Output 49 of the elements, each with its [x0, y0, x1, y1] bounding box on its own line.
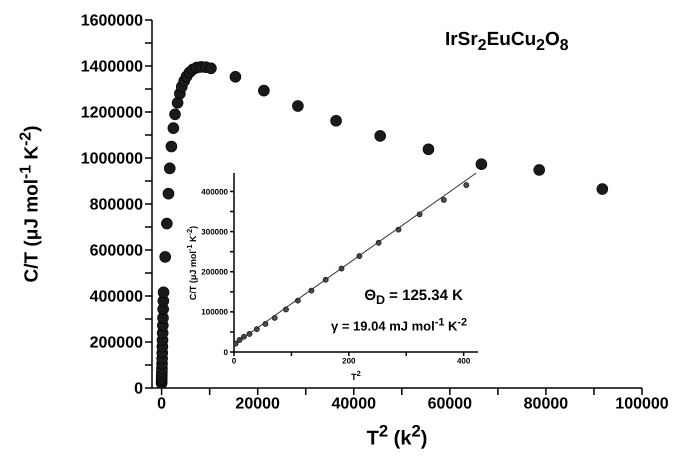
point	[161, 218, 173, 230]
x-axis-title: T$^{2}$ (k$^{2}$)	[366, 422, 428, 450]
point	[172, 97, 184, 109]
point	[596, 183, 608, 195]
y-tick-label: 600000	[90, 242, 144, 260]
y-tick-label: 1000000	[80, 150, 144, 168]
y-tick-label: 1400000	[80, 58, 144, 76]
y-tick-label: 300000	[201, 227, 229, 236]
point	[258, 84, 270, 96]
point	[205, 62, 217, 74]
point	[374, 130, 386, 142]
point	[230, 71, 242, 83]
y-tick-label: 400000	[201, 187, 229, 196]
point	[292, 100, 304, 112]
x-tick-label: 0	[157, 395, 166, 412]
y-tick-label: 800000	[90, 196, 144, 214]
x-tick-label: 40000	[332, 395, 376, 412]
point	[159, 251, 172, 263]
point	[422, 143, 434, 156]
annotation: γ = 19.04 mJ mol$^{-1}$ K$^{-2}$	[331, 316, 467, 334]
y-tick-label: 1600000	[80, 12, 144, 30]
x-tick-label: 200	[342, 356, 356, 366]
x-tick-label: 60000	[428, 395, 472, 412]
x-tick-label: 20000	[235, 395, 280, 412]
point	[463, 182, 470, 188]
x-axis-title: T$^{2}$	[351, 369, 361, 382]
y-tick-label: 100000	[201, 308, 229, 317]
point	[476, 158, 488, 170]
y-tick-label: 200000	[201, 268, 229, 277]
annotation: Θ$_{D}$ = 125.34 K	[364, 286, 463, 307]
y-tick-label: 400000	[90, 288, 144, 306]
point	[166, 140, 178, 152]
point	[162, 188, 174, 200]
x-tick-label: 400	[456, 356, 471, 366]
y-tick-label: 0	[224, 348, 229, 357]
y-tick-label: 200000	[90, 334, 144, 352]
y-tick-label: 1200000	[80, 104, 144, 122]
annotation: IrSr$_{2}$EuCu$_{2}$O$_{8}$	[445, 29, 569, 54]
point	[330, 114, 342, 127]
point	[164, 162, 176, 174]
point	[440, 196, 447, 203]
x-tick-label: 100000	[615, 395, 669, 412]
x-tick-label: 80000	[524, 395, 568, 412]
x-tick-label: 0	[232, 356, 237, 366]
point	[169, 108, 181, 120]
point	[158, 286, 170, 298]
y-tick-label: 0	[134, 380, 144, 398]
point	[168, 122, 180, 134]
point	[533, 164, 545, 176]
